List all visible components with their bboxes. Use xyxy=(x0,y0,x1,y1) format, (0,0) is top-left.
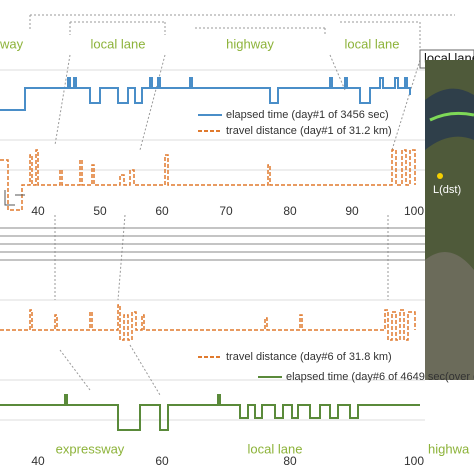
x-tick-label: 70 xyxy=(219,204,233,218)
legend-label: travel distance (day#1 of 31.2 km) xyxy=(226,125,392,137)
x-tick-label: 40 xyxy=(31,204,45,218)
map-label: L(dst) xyxy=(433,184,461,196)
segment-guides xyxy=(29,14,455,396)
x-tick-label: 60 xyxy=(155,454,169,468)
segment-label: highway xyxy=(226,36,274,51)
elapsed-time-trace xyxy=(0,394,420,431)
link-lines xyxy=(0,227,474,261)
legend-label: elapsed time (day#6 of 4649 sec(over day… xyxy=(286,371,474,383)
segment-label: local lane xyxy=(248,441,303,456)
x-tick-label: 60 xyxy=(155,204,169,218)
x-tick-label: 80 xyxy=(283,454,297,468)
grid xyxy=(0,69,425,421)
travel-distance-trace xyxy=(0,149,416,211)
legend-label: travel distance (day#6 of 31.8 km) xyxy=(226,351,392,363)
x-tick-label: 90 xyxy=(345,204,359,218)
segment-label: way xyxy=(0,36,24,51)
map-area xyxy=(425,252,474,380)
travel-distance-trace xyxy=(0,304,416,341)
map-route xyxy=(429,111,474,122)
x-tick-label: 100 xyxy=(404,454,424,468)
legend-label: elapsed time (day#1 of 3456 sec) xyxy=(226,109,389,121)
segment-label: expressway xyxy=(56,441,125,456)
x-tick-label: 80 xyxy=(283,204,297,218)
segment-label: local lane xyxy=(345,36,400,51)
segment-label: highwa xyxy=(428,441,470,456)
x-tick-label: 50 xyxy=(93,204,107,218)
x-tick-label: 40 xyxy=(31,454,45,468)
x-tick-label: 100 xyxy=(404,204,424,218)
elapsed-time-trace xyxy=(0,77,411,111)
map-water xyxy=(425,88,474,150)
map-marker xyxy=(437,173,443,179)
segment-label: local lane xyxy=(91,36,146,51)
connector xyxy=(4,190,25,206)
